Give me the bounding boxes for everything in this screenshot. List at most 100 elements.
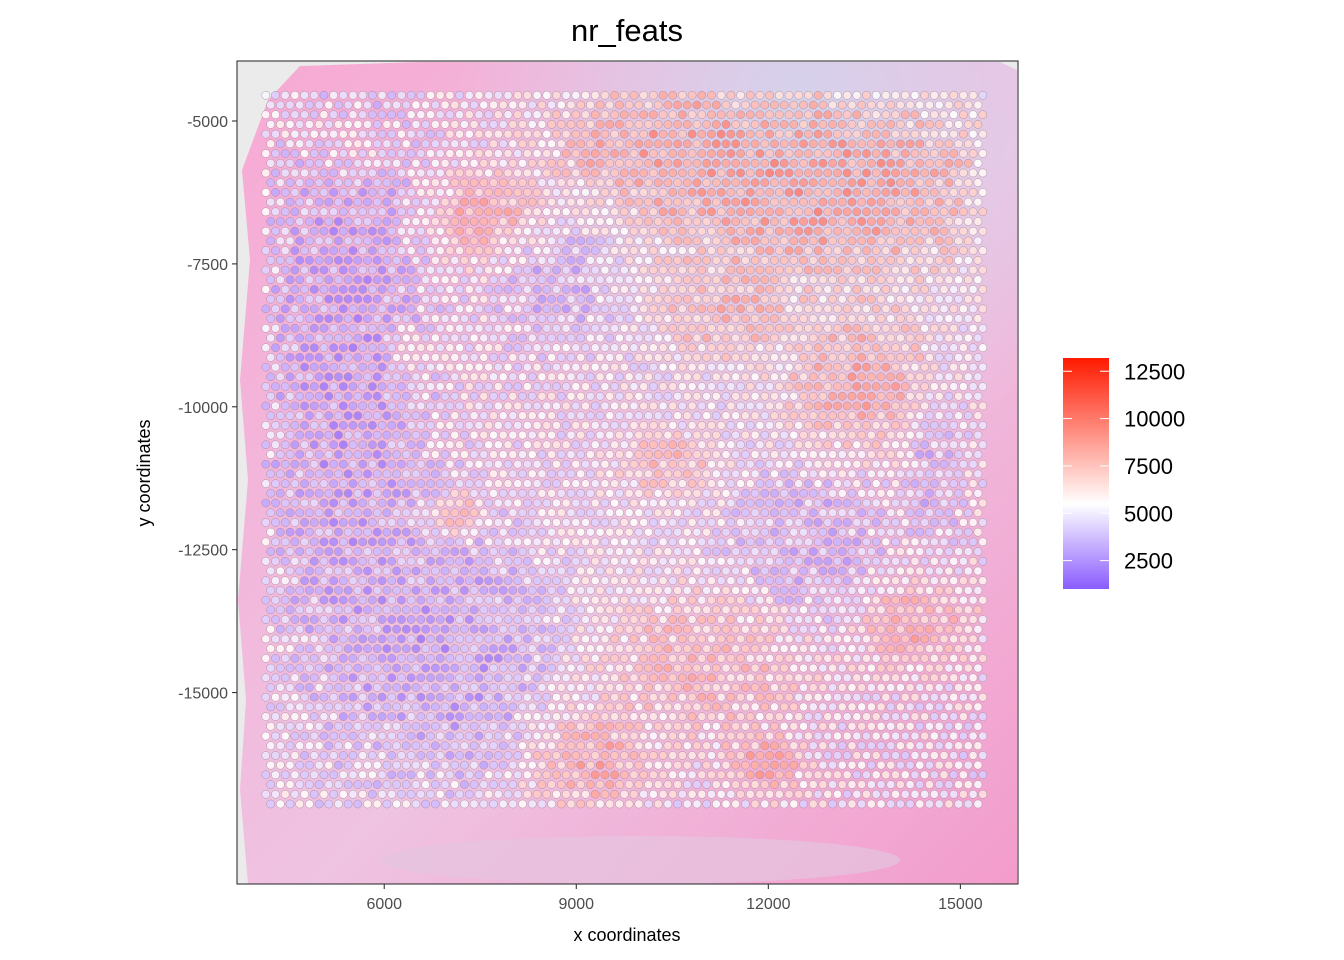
spot-point (610, 440, 619, 450)
spot-point (920, 265, 929, 275)
spot-point (867, 333, 876, 343)
spot-point (426, 401, 435, 411)
spot-point (280, 323, 290, 333)
spot-point (663, 547, 673, 556)
spot-point (920, 731, 929, 741)
spot-point (978, 188, 988, 197)
spot-point (954, 624, 963, 634)
spot-point (847, 566, 857, 576)
spot-point (435, 712, 445, 721)
spot-point (930, 673, 939, 683)
spot-point (552, 421, 561, 430)
spot-point (857, 469, 867, 479)
spot-point (610, 323, 619, 333)
spot-point (687, 304, 697, 314)
spot-point (527, 605, 537, 615)
spot-point (789, 644, 799, 653)
spot-point (271, 518, 280, 527)
spot-point (629, 188, 639, 197)
spot-point (959, 323, 968, 333)
spot-point (595, 391, 605, 401)
spot-point (445, 323, 455, 333)
spot-point (556, 256, 566, 265)
spot-point (552, 90, 561, 100)
spot-point (363, 683, 372, 692)
spot-point (581, 304, 590, 314)
spot-point (397, 518, 406, 527)
spot-point (779, 391, 789, 401)
spot-point (605, 586, 615, 595)
spot-point (261, 168, 271, 178)
spot-point (600, 576, 610, 586)
spot-point (290, 129, 300, 139)
spot-point (939, 654, 949, 663)
spot-point (605, 605, 615, 615)
spot-point (813, 421, 823, 430)
spot-point (896, 275, 905, 285)
spot-point (818, 644, 828, 653)
spot-point (401, 391, 411, 401)
spot-point (682, 217, 692, 226)
spot-point (857, 450, 867, 459)
spot-point (329, 188, 338, 197)
spot-point (896, 721, 905, 731)
spot-point (300, 595, 309, 605)
spot-point (731, 721, 741, 731)
spot-point (615, 721, 624, 731)
spot-point (934, 663, 944, 673)
spot-point (518, 236, 527, 246)
spot-point (305, 469, 314, 479)
spot-point (707, 731, 716, 741)
spot-point (702, 566, 711, 576)
spot-point (566, 663, 576, 673)
spot-point (900, 285, 910, 294)
spot-point (489, 294, 498, 304)
spot-point (619, 168, 629, 178)
spot-point (663, 294, 673, 304)
spot-point (896, 489, 905, 498)
spot-point (624, 158, 634, 168)
spot-point (644, 275, 653, 285)
spot-point (392, 178, 401, 187)
spot-point (842, 518, 852, 527)
spot-point (266, 721, 275, 731)
spot-point (309, 382, 319, 391)
spot-point (561, 285, 571, 294)
spot-point (547, 178, 556, 187)
spot-point (581, 285, 590, 294)
spot-point (973, 469, 983, 479)
spot-point (837, 663, 847, 673)
spot-point (915, 683, 925, 692)
spot-point (963, 256, 973, 265)
spot-point (595, 178, 605, 187)
spot-point (954, 430, 963, 440)
spot-point (770, 100, 779, 110)
spot-point (460, 721, 469, 731)
spot-point (852, 304, 862, 314)
spot-point (813, 498, 823, 508)
spot-point (542, 712, 552, 721)
spot-point (847, 353, 857, 362)
spot-point (300, 110, 309, 120)
spot-point (896, 139, 905, 149)
spot-point (397, 285, 406, 294)
spot-point (368, 459, 377, 469)
spot-point (871, 110, 881, 120)
spot-point (305, 333, 314, 343)
spot-point (586, 353, 595, 362)
spot-point (401, 158, 411, 168)
spot-point (586, 702, 595, 712)
spot-point (692, 527, 702, 537)
spot-point (886, 275, 896, 285)
spot-point (736, 595, 745, 605)
spot-point (523, 323, 532, 333)
spot-point (450, 314, 460, 323)
spot-point (324, 489, 334, 498)
spot-point (930, 731, 939, 741)
spot-point (663, 197, 673, 207)
spot-point (523, 440, 532, 450)
spot-point (760, 644, 770, 653)
spot-point (900, 615, 910, 624)
spot-point (426, 285, 435, 294)
spot-point (837, 294, 847, 304)
